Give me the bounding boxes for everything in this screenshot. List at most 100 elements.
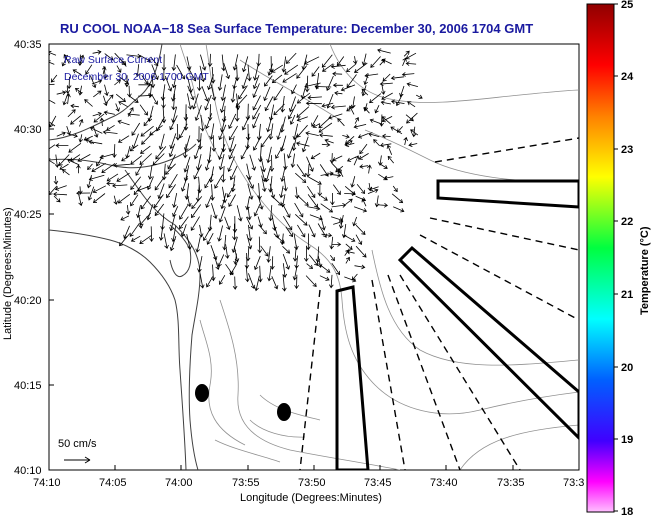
current-vector — [205, 195, 212, 209]
current-vector — [153, 194, 164, 209]
current-vector — [273, 103, 285, 116]
current-vector — [275, 144, 285, 159]
current-vector — [381, 116, 391, 125]
x-axis-label: Longitude (Degrees:Minutes) — [240, 492, 382, 504]
current-vector — [368, 132, 380, 138]
current-vector — [406, 112, 418, 124]
current-vector — [135, 64, 141, 78]
current-vector — [332, 155, 343, 162]
current-vector — [405, 114, 414, 122]
current-vector — [318, 263, 331, 273]
current-vector — [329, 255, 335, 262]
current-vector — [76, 164, 81, 174]
current-vector — [61, 169, 70, 176]
current-vector — [196, 126, 202, 143]
current-vector — [105, 94, 114, 104]
radar-dashed-lines — [299, 137, 579, 470]
current-vector — [113, 163, 130, 168]
current-vector — [355, 234, 363, 246]
current-vector — [296, 141, 310, 147]
axis-ticks — [48, 43, 514, 471]
current-vector — [197, 76, 202, 92]
current-vector — [116, 172, 130, 182]
current-vector — [258, 224, 267, 235]
current-vector — [229, 263, 238, 276]
y-tick-label: 40:30 — [14, 124, 42, 136]
current-vector — [113, 195, 118, 205]
current-vector — [158, 133, 165, 150]
current-vector — [308, 176, 322, 185]
current-vector — [207, 214, 213, 232]
current-vector — [217, 74, 223, 91]
current-vector — [191, 196, 203, 210]
current-vector — [187, 93, 193, 110]
current-vector — [141, 75, 149, 85]
current-vector — [266, 116, 273, 133]
current-vector — [329, 173, 342, 178]
current-vector — [213, 253, 220, 270]
current-vector — [289, 114, 296, 125]
current-vector — [130, 176, 142, 190]
current-vector — [261, 175, 267, 193]
legend-title: Raw Surface Current — [64, 54, 162, 66]
current-vector — [252, 112, 260, 129]
current-vector — [169, 235, 177, 252]
current-vector — [53, 195, 61, 203]
current-vector — [296, 106, 310, 118]
current-vector — [79, 118, 84, 127]
current-vector — [268, 123, 274, 140]
current-vector — [283, 176, 288, 192]
current-vector — [49, 185, 58, 196]
current-vector — [381, 92, 393, 100]
station-marker — [277, 403, 291, 421]
current-vectors — [49, 48, 423, 292]
current-vector — [226, 184, 236, 198]
current-vector — [99, 117, 105, 127]
current-vector — [179, 216, 189, 230]
current-vector — [344, 140, 353, 146]
current-vector — [172, 206, 179, 218]
current-vector — [329, 236, 335, 250]
current-vector — [361, 88, 369, 96]
current-vector — [217, 225, 223, 242]
current-vector — [220, 84, 226, 102]
current-vector — [405, 61, 417, 66]
current-vector — [416, 94, 423, 99]
colorbar-tick-label: 20 — [621, 362, 633, 374]
current-vector — [68, 142, 82, 153]
current-vector — [305, 163, 311, 178]
current-vector — [391, 193, 404, 204]
current-vector — [180, 224, 187, 238]
current-vector — [355, 224, 366, 236]
current-vector — [65, 86, 70, 95]
current-vector — [294, 202, 304, 218]
current-vector — [322, 63, 334, 72]
colorbar-tick-label: 22 — [621, 216, 633, 228]
current-vector — [209, 123, 215, 140]
current-vector — [392, 185, 398, 193]
current-vector — [171, 54, 177, 72]
current-vector — [380, 100, 391, 105]
current-vector — [70, 103, 79, 109]
legend-date: December 30, 2006 1700 GMT — [64, 71, 209, 83]
current-vector — [66, 76, 72, 90]
current-vector — [271, 74, 283, 84]
current-vector — [306, 185, 316, 199]
current-vector — [154, 203, 165, 217]
current-vector — [206, 275, 214, 288]
colorbar-label: Temperature (°C) — [639, 226, 651, 315]
current-vector — [296, 116, 308, 122]
current-vector — [410, 129, 419, 136]
current-vector — [390, 75, 405, 81]
shipping-lanes — [335, 179, 579, 470]
current-vector — [308, 254, 319, 266]
current-vector — [319, 132, 333, 138]
current-vector — [187, 85, 195, 101]
current-vector — [254, 275, 260, 292]
current-vector — [211, 135, 217, 152]
current-vector — [53, 176, 59, 185]
current-vector — [281, 56, 287, 73]
current-vector — [152, 153, 165, 166]
current-vector — [67, 158, 80, 166]
current-vector — [140, 195, 152, 210]
